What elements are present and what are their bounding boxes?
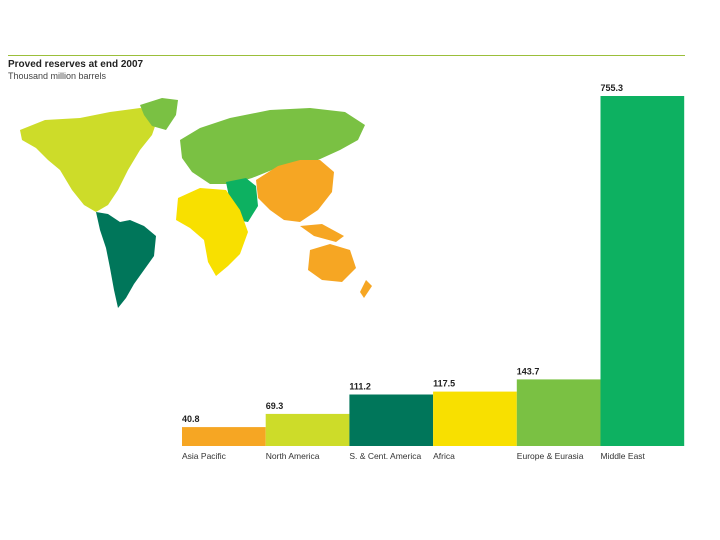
region-sc-america	[96, 212, 156, 308]
region-australia	[308, 244, 356, 282]
bar-5	[600, 96, 685, 446]
bar-value-label-3: 117.5	[433, 379, 455, 389]
region-north-america	[20, 108, 160, 212]
region-greenland	[140, 98, 178, 130]
category-label-5: Middle East	[601, 451, 646, 461]
bar-value-label-5: 755.3	[601, 83, 624, 93]
region-indonesia	[300, 224, 344, 242]
category-label-1: North America	[266, 451, 320, 461]
bar-4	[516, 379, 601, 446]
bar-value-label-1: 69.3	[266, 401, 284, 411]
bar-2	[349, 394, 434, 446]
top-rule	[8, 55, 685, 56]
world-map	[20, 98, 372, 308]
region-new-zealand	[360, 280, 372, 298]
bar-1	[265, 413, 350, 446]
bar-3	[433, 391, 517, 446]
chart-title: Proved reserves at end 2007	[8, 59, 144, 70]
category-label-2: S. & Cent. America	[349, 451, 421, 461]
chart-subtitle: Thousand million barrels	[8, 71, 107, 81]
region-africa	[176, 188, 248, 276]
category-label-0: Asia Pacific	[182, 451, 227, 461]
bar-0	[182, 427, 266, 446]
category-label-4: Europe & Eurasia	[517, 451, 584, 461]
region-europe-eurasia	[180, 108, 365, 184]
bar-value-label-2: 111.2	[349, 382, 371, 392]
bar-value-label-0: 40.8	[182, 414, 200, 424]
bar-value-label-4: 143.7	[517, 366, 540, 376]
region-asia-pacific	[256, 160, 334, 222]
category-label-3: Africa	[433, 451, 455, 461]
